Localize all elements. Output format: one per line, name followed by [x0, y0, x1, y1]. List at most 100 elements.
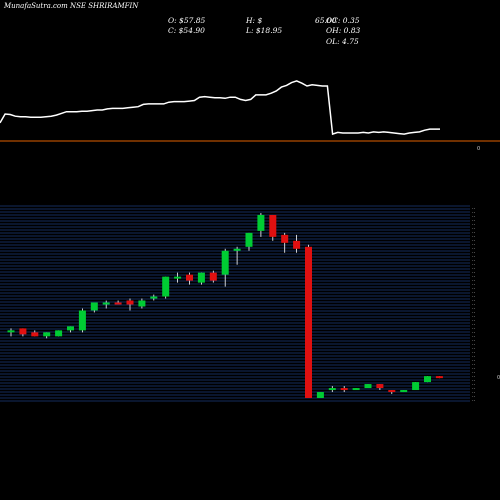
price-tick-label: ··	[472, 246, 476, 252]
open-value: O: $57.85	[168, 16, 206, 25]
low-value: L: $18.95	[246, 26, 283, 35]
high-value: H: $	[246, 16, 263, 25]
price-tick-label: ··	[472, 354, 476, 360]
price-tick-label: ··	[472, 266, 476, 272]
price-tick-label: ··	[472, 302, 476, 308]
price-tick-label: ··	[472, 242, 476, 248]
chart-title: MunafaSutra.com NSE SHRIRAMFIN	[4, 2, 139, 10]
price-tick-label: ··	[472, 274, 476, 280]
volume-line	[0, 80, 440, 136]
price-tick-label: ··	[472, 282, 476, 288]
candle-up	[412, 382, 420, 391]
candle-up	[352, 388, 360, 391]
price-tick-label: ··	[472, 206, 476, 212]
price-tick-label: ··	[472, 306, 476, 312]
candle-up	[90, 302, 98, 311]
candle-up	[102, 302, 110, 305]
price-tick-label: ··	[472, 298, 476, 304]
candle-down	[186, 274, 193, 281]
price-tick-label: ··	[472, 394, 476, 400]
candle-up	[424, 376, 431, 383]
candle-down	[269, 214, 277, 237]
candle-up	[138, 300, 146, 307]
candle-down	[435, 376, 443, 379]
candle-down	[126, 300, 134, 305]
oc-value: OC: 0.35	[326, 16, 360, 25]
price-tick-label: ··	[472, 286, 476, 292]
candle-down	[281, 234, 289, 243]
candle-up	[245, 232, 253, 247]
candle-up	[316, 392, 324, 398]
candle-up	[197, 272, 205, 283]
price-tick-label: ··	[472, 262, 476, 268]
candle-up	[257, 214, 265, 231]
price-tick-label: ··	[472, 234, 476, 240]
candle-up	[364, 384, 372, 389]
price-tick-label: ··	[472, 250, 476, 256]
price-tick-label: ··	[472, 254, 476, 260]
price-tick-label: ··	[472, 310, 476, 316]
volume-zero-label: 0	[477, 146, 480, 152]
candle-down	[388, 390, 396, 393]
price-tick-label: ··	[472, 342, 476, 348]
candle-up	[162, 276, 170, 297]
price-tick-label: ··	[472, 362, 476, 368]
candle-up	[43, 332, 51, 337]
price-tick-label: ··	[472, 358, 476, 364]
price-tick-label: ··	[472, 350, 476, 356]
candle-up	[55, 330, 63, 337]
candle-down	[376, 384, 384, 389]
candle-up	[221, 250, 229, 275]
price-tick-label: ··	[472, 210, 476, 216]
price-tick-label: ··	[472, 378, 476, 384]
price-tick-label: ··	[472, 222, 476, 228]
price-tick-label: ··	[472, 270, 476, 276]
candle-down	[114, 302, 122, 305]
candle-up	[67, 326, 74, 331]
candle-up	[7, 330, 15, 333]
price-tick-label: ··	[472, 258, 476, 264]
candle-down	[293, 240, 301, 249]
price-tick-label: ··	[472, 334, 476, 340]
close-value: C: $54.90	[168, 26, 205, 35]
price-tick-label: ··	[472, 218, 476, 224]
price-tick-label: ··	[472, 398, 476, 404]
price-tick-label: ··	[472, 294, 476, 300]
price-tick-label: ··	[472, 326, 476, 332]
price-panel	[0, 206, 470, 401]
price-tick-label: ··	[472, 290, 476, 296]
price-tick-label: ··	[472, 230, 476, 236]
candle-down	[31, 332, 39, 337]
oh-value: OH: 0.83	[326, 26, 361, 35]
candle-down	[340, 388, 348, 391]
price-tick-label: ··	[472, 382, 476, 388]
price-tick-label: ··	[472, 374, 476, 380]
price-tick-label: ··	[472, 390, 476, 396]
candle-down	[19, 328, 27, 335]
price-tick-label: ··	[472, 322, 476, 328]
price-tick-label: ··	[472, 278, 476, 284]
price-tick-label: ··	[472, 318, 476, 324]
price-tick-label: ··	[472, 214, 476, 220]
price-tick-label: ··	[472, 366, 476, 372]
price-tick-label: ··	[472, 386, 476, 392]
candle-down	[209, 272, 217, 281]
ol-value: OL: 4.75	[326, 37, 359, 46]
candle-up	[400, 390, 408, 393]
candle-down	[305, 246, 312, 398]
candle-up	[78, 310, 86, 331]
price-tick-label: ··	[472, 338, 476, 344]
price-tick-label: ··	[472, 330, 476, 336]
price-tick-label: ··	[472, 346, 476, 352]
candle-up	[150, 296, 158, 299]
price-tick-label: ··	[472, 226, 476, 232]
candle-up	[233, 248, 241, 251]
candle-up	[174, 276, 182, 279]
price-tick-label: ··	[472, 314, 476, 320]
price-right-marker: 0	[497, 375, 500, 381]
overlap-value: 65.00	[315, 16, 337, 25]
candle-up	[328, 388, 336, 391]
price-tick-label: ··	[472, 238, 476, 244]
